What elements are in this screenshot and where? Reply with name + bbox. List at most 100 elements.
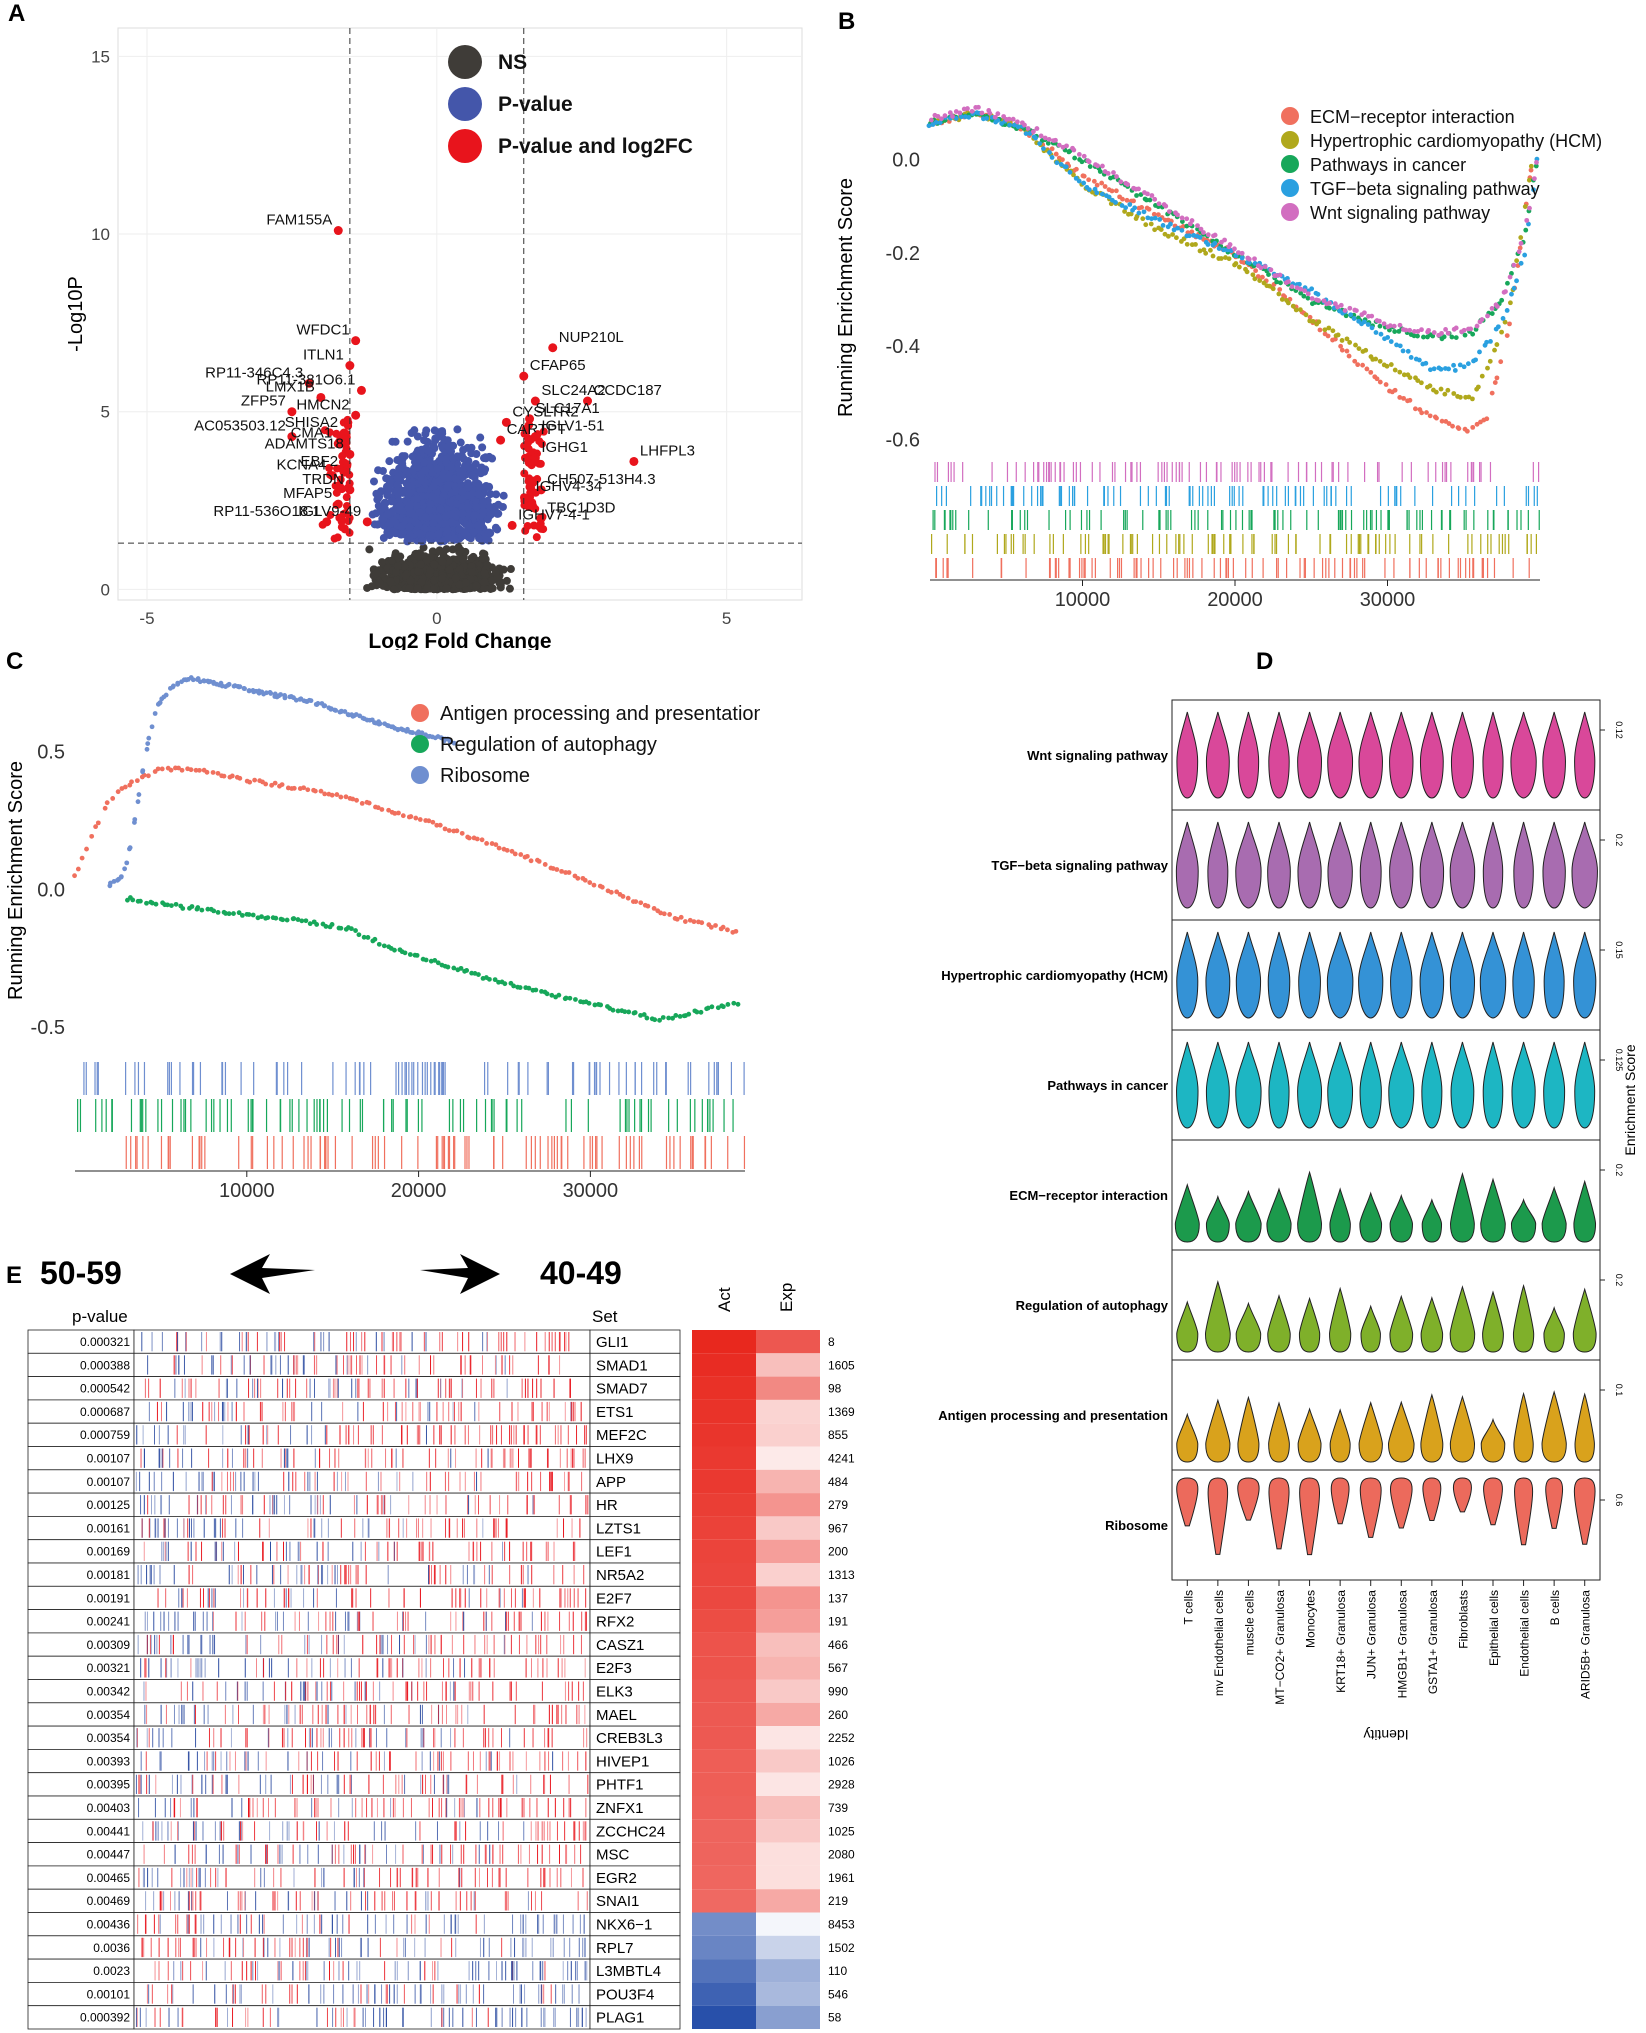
data-point-ns (387, 556, 396, 565)
series-point (1208, 247, 1213, 253)
violin (1326, 931, 1354, 1019)
series-point (1339, 347, 1345, 353)
series-point (708, 924, 714, 930)
series-point (1303, 312, 1309, 318)
gene-label: ZFP57 (241, 393, 286, 410)
series-point (1041, 146, 1046, 151)
data-point-pvalue (472, 449, 481, 458)
series-point (1053, 137, 1058, 143)
series-point (295, 917, 301, 922)
violin (1174, 1183, 1200, 1243)
series-point (549, 992, 555, 998)
label-point (322, 517, 332, 527)
series-point (293, 697, 299, 703)
label-point (316, 392, 326, 402)
series-point (72, 873, 77, 879)
series-point (221, 773, 227, 779)
series-point (1377, 318, 1382, 324)
violin (1574, 711, 1596, 799)
series-point (1353, 308, 1359, 314)
data-point-pvalue (443, 483, 452, 492)
data-point-pvalue (463, 502, 472, 511)
violin (1422, 1477, 1442, 1522)
y-tick-label: 0 (101, 580, 110, 599)
series-point (1027, 131, 1033, 136)
data-point-pvalue (397, 506, 406, 515)
data-point-ns (480, 584, 489, 593)
row-label: Antigen processing and presentation (938, 1408, 1168, 1423)
series-point (720, 924, 726, 930)
gene-label: LHFPL3 (640, 442, 695, 459)
series-point (1504, 333, 1510, 339)
series-point (1073, 166, 1079, 172)
series-point (1335, 332, 1341, 338)
series-point (1365, 322, 1371, 327)
series-point (1407, 375, 1413, 380)
data-point-pvalue (484, 536, 493, 545)
series-point (95, 820, 101, 826)
category-label: Monocytes (1304, 1590, 1318, 1648)
violin (1359, 1477, 1382, 1538)
series-point (458, 965, 464, 971)
series-point (1001, 114, 1007, 119)
series-point (678, 914, 684, 920)
series-point (1179, 227, 1185, 233)
data-point-pvalue (481, 465, 490, 474)
series-point (144, 900, 149, 906)
gene-label: WFDC1 (296, 322, 349, 339)
series-point (1152, 227, 1158, 233)
series-point (614, 889, 620, 895)
series-point (641, 1012, 647, 1017)
series-point (1195, 223, 1200, 229)
series-point (338, 925, 344, 931)
series-point (1348, 312, 1354, 318)
data-point-pvalue (405, 489, 414, 498)
data-point-ns (438, 574, 447, 583)
series-point (377, 721, 383, 727)
violin-row-frame (1171, 1359, 1601, 1471)
series-point (1362, 310, 1367, 316)
violin (1207, 1477, 1229, 1555)
series-point (1010, 116, 1016, 122)
series-point (239, 913, 245, 918)
series-point (365, 935, 371, 940)
series-point (247, 779, 253, 785)
series-point (1255, 274, 1261, 279)
data-point-pvalue (467, 463, 476, 472)
series-point (1458, 394, 1463, 400)
data-point-ns (454, 543, 463, 552)
series-point (536, 858, 542, 864)
series-point (1452, 368, 1458, 373)
barcode-cell (133, 1422, 591, 1447)
category-label: B cells (1548, 1590, 1562, 1625)
series-point (1445, 330, 1451, 336)
series-point (354, 797, 359, 803)
violin (1542, 821, 1566, 909)
series-point (1071, 147, 1077, 153)
data-point-pvalue (474, 490, 483, 499)
gsea-plot-c: 0.5 0.0 -0.5 10000 20000 30000 Running Enrichm… (5, 675, 760, 1202)
series-point (1451, 362, 1456, 368)
series-point (1397, 395, 1403, 400)
series-point (1364, 366, 1370, 372)
series-point (199, 907, 205, 913)
violin (1267, 931, 1291, 1019)
data-point-pvalue (415, 529, 424, 538)
series-point (608, 889, 614, 895)
series-point (1151, 211, 1157, 217)
series-point (157, 700, 162, 706)
data-point-pvalue (474, 479, 483, 488)
series-point (966, 114, 972, 120)
series-point (1446, 421, 1452, 426)
violin (1482, 711, 1504, 799)
data-point-ns (480, 569, 489, 578)
series-point (1100, 163, 1105, 169)
series-point (1445, 387, 1451, 393)
series-point (953, 116, 959, 121)
label-point (536, 485, 546, 495)
series-point (1397, 343, 1403, 349)
category-label: GSTA1+ Granulosa (1426, 1590, 1440, 1694)
category-label: JUN+ Granulosa (1365, 1590, 1379, 1679)
series-point (407, 952, 413, 957)
data-point-pvalue (429, 519, 438, 528)
